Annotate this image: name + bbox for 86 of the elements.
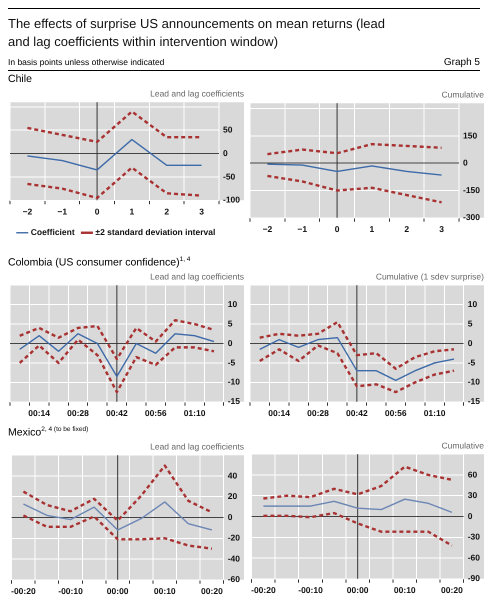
x-tick-label: 00:20 <box>201 586 224 596</box>
y-tick-label: 5 <box>228 318 233 328</box>
x-tick-label: 00:28 <box>307 408 330 418</box>
y-tick-label: -60 <box>468 552 480 562</box>
y-tick-label: -10 <box>468 376 480 387</box>
chart-title: Cumulative (1 sdev surprise) <box>376 271 484 282</box>
caption: Graph 5 <box>444 57 480 68</box>
y-tick-label: -100 <box>222 194 240 205</box>
y-tick-label: -5 <box>228 357 236 368</box>
x-tick-label: 00:14 <box>28 408 50 418</box>
x-tick-label: -00:10 <box>58 586 84 596</box>
chart-title: Lead and lag coefficients <box>150 88 244 98</box>
y-tick-label: 10 <box>468 298 478 309</box>
y-tick-label: 0 <box>468 338 473 348</box>
x-tick-label: 01:10 <box>184 408 206 418</box>
line-series <box>266 142 443 156</box>
y-tick-label: -300 <box>462 212 480 222</box>
x-tick-label: 00:10 <box>154 586 176 596</box>
y-tick-label: 0 <box>228 338 233 348</box>
y-tick-label: -40 <box>228 553 240 564</box>
chart-subtitle: Colombia (US consumer confidence)$^{1, 4}$ <box>8 256 192 270</box>
x-tick-label: 00:56 <box>144 408 167 418</box>
x-tick-label: −2 <box>262 224 273 234</box>
line-series <box>262 512 454 547</box>
y-tick-label: -5 <box>468 357 476 368</box>
y-tick-label: 30 <box>468 490 478 500</box>
x-tick-label: 00:00 <box>346 585 369 596</box>
y-tick-label: 0 <box>222 148 228 158</box>
y-tick-label: 5 <box>468 318 473 328</box>
y-tick-label: 0 <box>462 158 468 168</box>
y-tick-label: -90 <box>468 573 480 584</box>
legend-label: Coefficient <box>30 227 75 238</box>
y-tick-label: 150 <box>462 130 478 140</box>
x-tick-label: 00:56 <box>384 408 407 418</box>
text: The effects of surprise US announcements on mean returns (lead and lag coefficients within intervention window) <box>8 15 386 51</box>
y-tick-label: -15 <box>468 396 480 406</box>
x-tick-label: 2 <box>404 224 410 234</box>
chart-title: Lead and lag coefficients <box>150 271 244 282</box>
x-tick-label: −1 <box>57 206 68 217</box>
line-series <box>262 465 454 500</box>
x-tick-label: 00:20 <box>441 585 464 596</box>
chart-subtitle: Mexico$^{2, 4 (to be fixed)}$ <box>8 426 90 440</box>
x-tick-label: 00:42 <box>346 408 368 418</box>
y-tick-label: 0 <box>228 512 233 522</box>
x-tick-label: 01:10 <box>424 408 446 418</box>
y-tick-label: 10 <box>228 298 238 309</box>
x-tick-label: 1 <box>130 206 135 217</box>
x-tick-label: 00:42 <box>106 408 128 418</box>
x-tick-label: −1 <box>297 224 308 234</box>
y-tick-label: -30 <box>468 532 480 542</box>
y-tick-label: -50 <box>222 171 236 182</box>
x-tick-label: 3 <box>199 206 204 217</box>
x-tick-label: 00:10 <box>394 585 416 596</box>
y-tick-label: -60 <box>228 574 240 584</box>
y-tick-label: 60 <box>468 469 478 480</box>
y-tick-label: -10 <box>228 376 240 387</box>
x-tick-label: 00:00 <box>106 586 129 596</box>
y-tick-label: 50 <box>222 124 233 135</box>
line-series <box>18 338 216 394</box>
legend-label: ±2 standard deviation interval <box>95 227 216 238</box>
x-tick-label: 0 <box>334 224 340 234</box>
x-tick-label: -00:20 <box>11 586 36 596</box>
x-tick-label: 1 <box>370 224 375 234</box>
x-tick-label: −2 <box>22 206 33 217</box>
chart-subtitle: Chile <box>8 73 33 87</box>
x-tick-label: -00:20 <box>251 585 276 596</box>
line-series <box>258 320 456 370</box>
y-tick-label: 0 <box>468 510 473 521</box>
y-tick-label: 40 <box>228 470 238 480</box>
y-tick-label: -150 <box>462 184 480 195</box>
x-tick-label: -00:10 <box>298 585 324 596</box>
line-series <box>22 514 214 550</box>
chart-title: Cumulative <box>441 440 484 450</box>
y-tick-label: -15 <box>228 396 240 406</box>
y-tick-label: -20 <box>228 532 240 543</box>
chart-title: Cumulative <box>441 89 484 100</box>
x-tick-label: 0 <box>94 206 100 217</box>
x-tick-label: 00:28 <box>67 408 90 418</box>
chart-title: Lead and lag coefficients <box>150 441 244 452</box>
line-series <box>258 344 456 394</box>
x-tick-label: 2 <box>164 206 170 217</box>
line-series <box>266 174 443 204</box>
x-tick-label: 00:14 <box>268 408 290 418</box>
y-tick-label: 20 <box>228 491 238 502</box>
text: In basis points unless otherwise indicated <box>8 57 164 68</box>
x-tick-label: 3 <box>439 224 444 234</box>
